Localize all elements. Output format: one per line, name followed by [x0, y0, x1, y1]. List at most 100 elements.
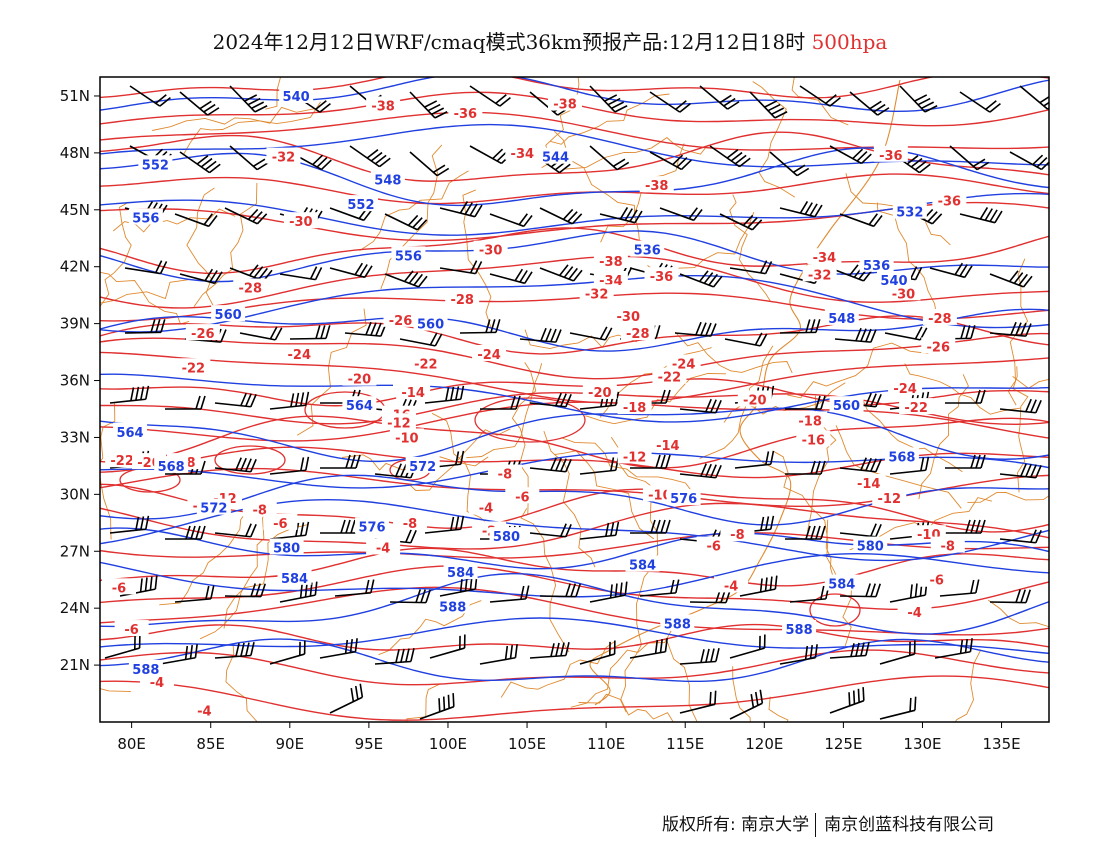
temperature-contour-loop: [474, 397, 586, 443]
temperature-label: -6: [929, 574, 943, 589]
wind-barb: [739, 575, 778, 597]
wind-barb: [799, 85, 841, 107]
temperature-label-bg: [383, 310, 418, 327]
temperature-label: -6: [112, 581, 126, 596]
wind-barb: [539, 207, 583, 225]
border-line: [1012, 366, 1029, 493]
temperature-label: -18: [798, 414, 822, 429]
temperature-label-bg: [139, 673, 174, 690]
wind-barb: [489, 213, 533, 228]
wind-barb: [129, 85, 171, 107]
temperature-contour-line: [100, 173, 1049, 205]
height-label: 568: [158, 460, 185, 475]
lon-tick-label: 80E: [117, 735, 146, 753]
border-line: [193, 182, 258, 307]
temperature-label-bg: [593, 270, 628, 287]
height-label-bg: [128, 659, 163, 676]
temperature-label: -24: [893, 382, 917, 397]
temperature-label-bg: [187, 701, 222, 718]
wind-barb: [630, 454, 671, 469]
border-line: [524, 329, 637, 350]
border-line: [554, 450, 655, 540]
wind-barb: [839, 523, 882, 538]
wind-barb: [884, 326, 928, 341]
temperature-label-bg: [620, 324, 655, 341]
height-label-bg: [279, 86, 314, 103]
country-province-borders: [100, 77, 1049, 722]
wind-barb: [279, 266, 323, 281]
wind-barb: [679, 463, 722, 479]
height-label: 588: [132, 663, 159, 678]
temperature-label: -22: [110, 454, 134, 469]
wind-barb: [480, 395, 521, 410]
height-label: 548: [374, 173, 401, 188]
wind-barb: [945, 389, 986, 404]
temperature-label: -30: [892, 287, 916, 302]
lon-tick-label: 135E: [982, 735, 1020, 753]
temperature-label-bg: [796, 430, 831, 447]
temperature-label-bg: [266, 147, 301, 164]
wind-barb: [945, 454, 986, 469]
temperature-contour-line: [100, 532, 1049, 559]
temperature-contour-line: [100, 332, 1049, 380]
height-label-bg: [435, 597, 470, 614]
border-line: [987, 599, 1049, 628]
wind-barb: [439, 201, 483, 218]
wind-barb: [839, 457, 882, 473]
wind-barb: [749, 91, 788, 119]
temperature-label: -8: [730, 528, 744, 543]
height-label: 548: [828, 312, 855, 327]
lon-tick-label: 115E: [666, 735, 704, 753]
wind-barb: [785, 395, 826, 410]
border-line: [100, 271, 190, 325]
height-label-bg: [370, 170, 405, 187]
temperature-label: -16: [802, 433, 826, 448]
wind-barb: [529, 642, 570, 659]
height-label: 584: [447, 566, 474, 581]
temperature-label-bg: [282, 344, 317, 361]
wind-barb: [439, 260, 483, 275]
border-line: [296, 308, 367, 436]
border-line: [100, 688, 131, 692]
wind-barb: [424, 515, 465, 534]
wind-barb: [649, 151, 692, 171]
temperature-label-bg: [582, 382, 617, 399]
temperature-contour-line: [100, 623, 1049, 651]
height-label-bg: [489, 527, 524, 544]
height-contour-line: [100, 308, 1049, 352]
wind-barb: [109, 515, 150, 534]
border-line: [199, 507, 272, 640]
border-line: [466, 363, 543, 459]
temperature-contour-loop: [809, 593, 861, 627]
temperature-contour-loop: [214, 445, 286, 475]
temperature-label-bg: [666, 354, 701, 371]
temperature-label-bg: [807, 248, 842, 265]
wind-barb: [344, 321, 387, 337]
temperature-label-bg: [487, 464, 522, 481]
wind-barb: [289, 325, 331, 340]
wind-barb: [829, 145, 872, 165]
wind-barb: [424, 385, 465, 404]
height-label-bg: [892, 202, 927, 219]
temperature-label: -24: [477, 348, 501, 363]
wind-barb: [899, 85, 938, 113]
height-label-bg: [666, 489, 701, 506]
wind-barb: [159, 644, 198, 665]
wind-barb: [729, 634, 766, 659]
wind-barb: [320, 519, 361, 534]
lon-tick-label: 125E: [824, 735, 862, 753]
lon-tick-label: 105E: [508, 735, 546, 753]
wind-barb: [959, 91, 1001, 113]
wind-barb: [119, 575, 158, 597]
wind-barb: [124, 319, 166, 334]
title-main: 2024年12月12日WRF/cmaq模式36km预报产品:12月12日18时: [212, 30, 806, 54]
temperature-label: -18: [623, 401, 647, 416]
border-line: [570, 630, 672, 708]
wind-barb: [109, 385, 150, 404]
height-label-bg: [853, 536, 888, 553]
temperature-contour-line: [100, 415, 1049, 469]
temperature-label-bg: [472, 344, 507, 361]
temperature-label-bg: [448, 104, 483, 121]
temperature-label: -22: [414, 357, 438, 372]
